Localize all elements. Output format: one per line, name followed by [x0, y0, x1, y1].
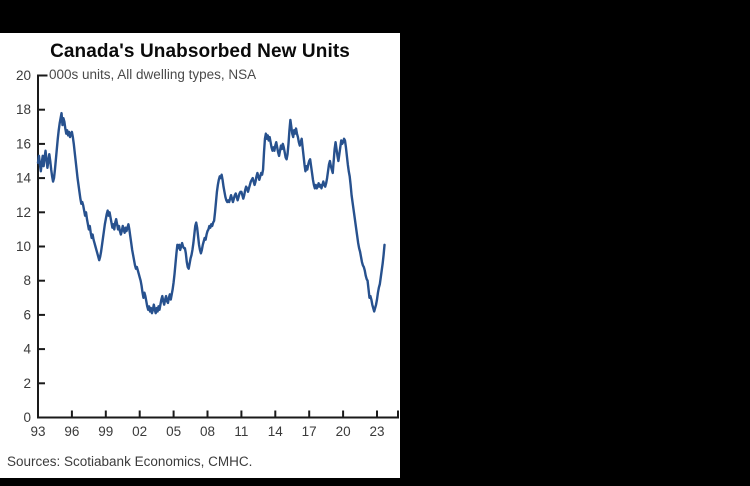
x-tick-label: 99	[98, 424, 113, 439]
y-tick-label: 20	[16, 68, 31, 83]
y-tick-label: 8	[23, 273, 31, 288]
x-tick-label: 20	[336, 424, 351, 439]
y-tick-label: 10	[16, 239, 31, 254]
sources-note: Sources: Scotiabank Economics, CMHC.	[7, 454, 253, 469]
chart-subtitle: 000s units, All dwelling types, NSA	[49, 67, 257, 82]
chart-panel: Canada's Unabsorbed New Units 000s units…	[0, 33, 400, 478]
y-tick-label: 2	[23, 376, 31, 391]
x-tick-label: 08	[200, 424, 215, 439]
y-tick-label: 18	[16, 102, 31, 117]
x-tick-label: 02	[132, 424, 147, 439]
x-tick-label: 23	[369, 424, 384, 439]
chart-title: Canada's Unabsorbed New Units	[50, 41, 350, 62]
x-tick-label: 96	[64, 424, 79, 439]
x-tick-label: 93	[30, 424, 45, 439]
x-tick-label: 05	[166, 424, 181, 439]
y-tick-label: 6	[23, 307, 31, 322]
x-tick-label: 14	[268, 424, 284, 439]
y-tick-label: 16	[16, 136, 31, 151]
data-line-unabsorbed-units	[36, 111, 386, 315]
y-tick-label: 12	[16, 205, 31, 220]
y-tick-label: 14	[16, 171, 32, 186]
x-tick-label: 17	[302, 424, 317, 439]
y-tick-label: 4	[23, 342, 31, 357]
y-tick-label: 0	[23, 410, 31, 425]
x-tick-label: 11	[234, 424, 248, 439]
